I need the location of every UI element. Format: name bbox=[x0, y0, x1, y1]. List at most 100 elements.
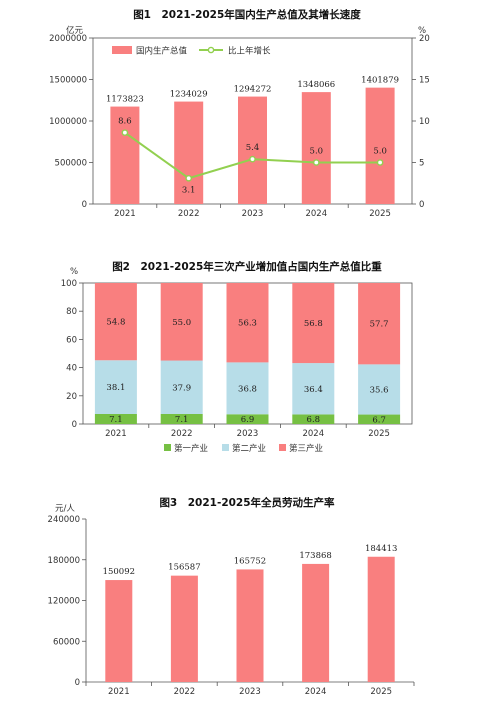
chart2-tick-label: 0 bbox=[72, 420, 77, 430]
chart1-legend-bar-label: 国内生产总值 bbox=[136, 46, 188, 57]
chart3-x-tick-label: 2023 bbox=[239, 687, 261, 697]
chart3-x-tick-label: 2024 bbox=[305, 687, 327, 697]
chart2-secondary-segment bbox=[226, 362, 269, 415]
chart1-x-tick-label: 2024 bbox=[305, 209, 327, 219]
chart3-bar bbox=[236, 569, 264, 682]
chart2-legend-swatch bbox=[222, 444, 229, 451]
chart2-secondary-segment bbox=[160, 360, 203, 414]
chart2-primary-segment bbox=[292, 414, 335, 424]
chart1-growth-label: 8.6 bbox=[118, 117, 132, 127]
chart1-legend-bar-swatch bbox=[112, 46, 132, 54]
chart2-tertiary-segment bbox=[358, 283, 401, 365]
chart2-legend-swatch bbox=[279, 444, 286, 451]
chart2-tick-label: 80 bbox=[66, 307, 77, 317]
chart2-tick-label: 60 bbox=[66, 335, 77, 345]
chart1-right-tick-label: 20 bbox=[419, 34, 430, 44]
chart1-x-tick-label: 2022 bbox=[178, 209, 200, 219]
chart2-primary-label: 6.7 bbox=[372, 415, 386, 425]
chart2-secondary-label: 35.6 bbox=[370, 385, 389, 395]
chart2-x-tick-label: 2022 bbox=[171, 429, 193, 439]
chart3-bar bbox=[367, 556, 395, 682]
chart2-primary-label: 7.1 bbox=[109, 415, 123, 425]
chart3-x-tick-label: 2021 bbox=[108, 687, 130, 697]
chart1-growth-point bbox=[312, 159, 320, 166]
chart1-growth-label: 5.4 bbox=[246, 143, 260, 153]
chart2-tertiary-label: 57.7 bbox=[370, 320, 389, 330]
chart2-secondary-segment bbox=[358, 364, 401, 415]
chart1-gdp-label: 1348066 bbox=[297, 80, 335, 90]
chart1-gdp-bar bbox=[365, 87, 395, 204]
chart1-growth-point bbox=[376, 159, 384, 166]
chart1-left-tick-label: 2000000 bbox=[49, 34, 87, 44]
chart3-tick-label: 60000 bbox=[53, 637, 80, 647]
chart1-legend-line-marker bbox=[207, 46, 215, 54]
chart3-bar-label: 184413 bbox=[365, 544, 397, 554]
chart1-left-unit: 亿元 bbox=[66, 25, 84, 36]
chart1-growth-point bbox=[249, 155, 256, 163]
chart3-tick-label: 240000 bbox=[48, 515, 80, 525]
chart1-gdp-bar bbox=[110, 106, 140, 204]
chart1-gdp-bar bbox=[174, 101, 204, 204]
chart1-left-tick-label: 0 bbox=[82, 200, 87, 210]
chart2-primary-label: 7.1 bbox=[175, 415, 189, 425]
chart2-title: 图2 2021-2025年三次产业增加值占国内生产总值比重 bbox=[112, 260, 382, 273]
chart2-tick-label: 40 bbox=[66, 364, 77, 374]
chart3-bar bbox=[170, 575, 198, 682]
chart1-growth-label: 5.0 bbox=[373, 147, 387, 157]
chart3-bar-label: 165752 bbox=[234, 556, 266, 566]
chart2-primary-segment bbox=[226, 414, 269, 424]
chart3-x-tick-label: 2025 bbox=[370, 687, 392, 697]
chart3-bar-label: 150092 bbox=[103, 567, 135, 577]
chart1-growth-point bbox=[121, 129, 129, 136]
chart1-gdp-label: 1234029 bbox=[170, 90, 208, 100]
chart2-primary-segment bbox=[94, 413, 137, 424]
chart1-left-tick-label: 1000000 bbox=[49, 117, 87, 127]
chart2-x-tick-label: 2021 bbox=[105, 429, 127, 439]
chart3-bar bbox=[105, 580, 133, 682]
chart2-tick-label: 100 bbox=[61, 279, 77, 289]
chart2-x-tick-label: 2023 bbox=[237, 429, 259, 439]
chart2-secondary-label: 37.9 bbox=[172, 383, 191, 393]
chart3-bar-label: 173868 bbox=[299, 551, 331, 561]
chart1-gdp-label: 1294272 bbox=[234, 85, 272, 95]
chart2-secondary-label: 36.8 bbox=[238, 384, 257, 394]
chart2-x-tick-label: 2024 bbox=[302, 429, 324, 439]
chart2-secondary-label: 38.1 bbox=[106, 383, 125, 393]
chart2-primary-label: 6.9 bbox=[241, 415, 255, 425]
chart1-right-unit: % bbox=[418, 26, 426, 36]
chart2-legend-label: 第一产业 bbox=[174, 443, 208, 454]
chart1-gdp-label: 1173823 bbox=[106, 95, 144, 105]
chart2-tertiary-label: 54.8 bbox=[106, 318, 125, 328]
chart3-tick-label: 120000 bbox=[48, 597, 80, 607]
chart2-legend-swatch bbox=[164, 444, 171, 451]
chart1-growth-label: 3.1 bbox=[182, 185, 196, 195]
chart2-legend-label: 第二产业 bbox=[232, 443, 266, 454]
chart1-right-tick-label: 15 bbox=[419, 76, 430, 86]
chart1-left-tick-label: 1500000 bbox=[49, 76, 87, 86]
chart1-title: 图1 2021-2025年国内生产总值及其增长速度 bbox=[133, 8, 361, 21]
chart1-x-tick-label: 2023 bbox=[242, 209, 264, 219]
chart2-primary-segment bbox=[160, 413, 203, 424]
chart1-right-tick-label: 10 bbox=[419, 117, 430, 127]
chart1-right-tick-label: 5 bbox=[419, 159, 424, 169]
chart1-x-tick-label: 2025 bbox=[369, 209, 391, 219]
chart2-primary-segment bbox=[358, 414, 401, 424]
chart2-tertiary-label: 55.0 bbox=[172, 318, 191, 328]
chart3-tick-label: 180000 bbox=[48, 556, 80, 566]
chart1-x-tick-label: 2021 bbox=[114, 209, 136, 219]
chart2-tertiary-label: 56.3 bbox=[238, 319, 257, 329]
chart1-gdp-label: 1401879 bbox=[361, 76, 399, 86]
chart2-tick-label: 20 bbox=[66, 392, 77, 402]
chart1-legend-line-label: 比上年增长 bbox=[228, 46, 271, 57]
chart1-growth-label: 5.0 bbox=[310, 147, 324, 157]
chart2-unit: % bbox=[70, 267, 78, 277]
chart1-gdp-bar bbox=[238, 96, 267, 204]
chart3-tick-label: 0 bbox=[75, 678, 80, 688]
chart1-left-tick-label: 500000 bbox=[55, 159, 87, 169]
chart2-secondary-segment bbox=[292, 363, 335, 415]
chart2-x-tick-label: 2025 bbox=[368, 429, 390, 439]
chart2-tertiary-segment bbox=[94, 283, 137, 361]
chart2-tertiary-label: 56.8 bbox=[304, 319, 323, 329]
chart2-secondary-segment bbox=[94, 360, 137, 414]
